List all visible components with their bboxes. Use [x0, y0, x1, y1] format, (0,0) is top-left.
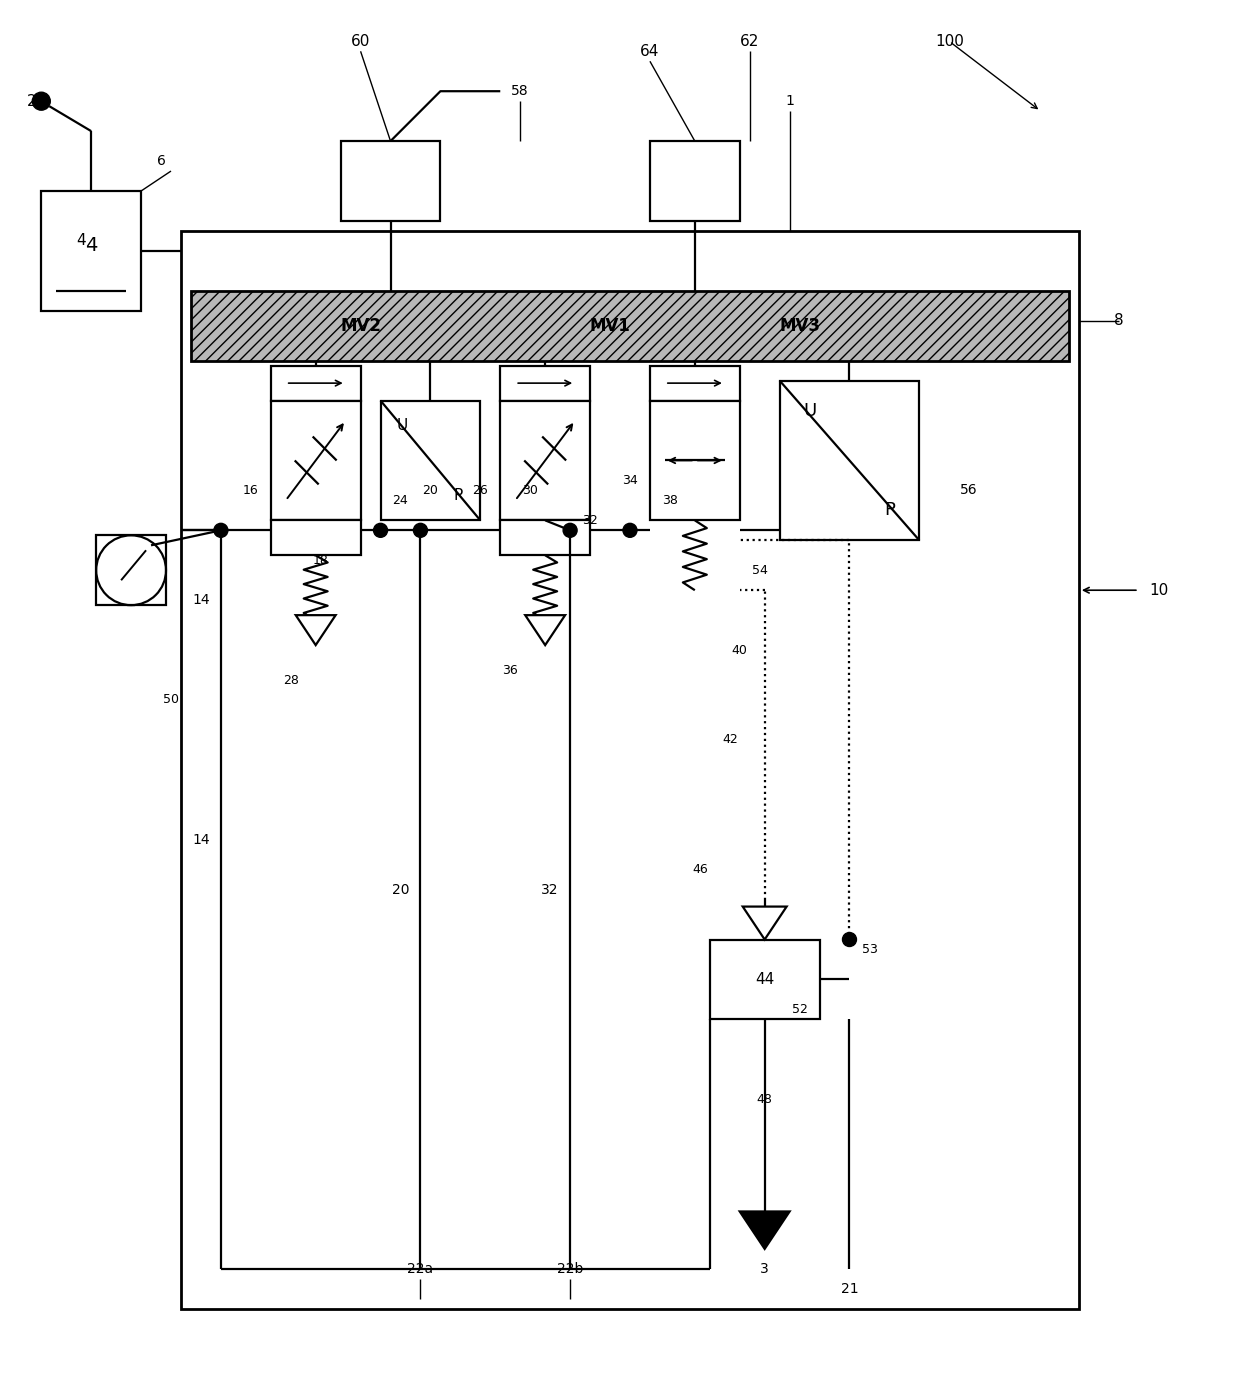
- Text: 54: 54: [751, 564, 768, 577]
- Text: 53: 53: [862, 942, 878, 956]
- Circle shape: [373, 524, 388, 538]
- Circle shape: [563, 524, 577, 538]
- Bar: [341, 142, 440, 221]
- Text: 6: 6: [156, 154, 165, 168]
- Polygon shape: [740, 1212, 790, 1248]
- Bar: [270, 400, 361, 520]
- Text: U: U: [397, 418, 408, 434]
- Text: 10: 10: [1149, 582, 1168, 598]
- Text: 3: 3: [760, 1262, 769, 1276]
- Text: 26: 26: [472, 484, 489, 496]
- Text: 52: 52: [791, 1002, 807, 1016]
- Text: 32: 32: [542, 883, 559, 897]
- Text: 44: 44: [755, 972, 774, 987]
- Polygon shape: [743, 906, 786, 940]
- Bar: [650, 366, 740, 400]
- Text: 4: 4: [77, 234, 86, 249]
- Circle shape: [842, 933, 857, 947]
- Text: 60: 60: [351, 33, 371, 49]
- Text: 14: 14: [192, 833, 210, 847]
- Bar: [500, 400, 590, 520]
- Text: 20: 20: [392, 883, 409, 897]
- Text: 4: 4: [86, 236, 98, 256]
- Text: 21: 21: [841, 1282, 858, 1295]
- Text: 38: 38: [662, 493, 678, 507]
- Bar: [709, 940, 820, 1019]
- Text: 64: 64: [640, 44, 660, 58]
- Text: 36: 36: [502, 663, 518, 677]
- Text: 40: 40: [732, 644, 748, 656]
- Circle shape: [413, 524, 428, 538]
- Text: 32: 32: [583, 514, 598, 527]
- Text: 30: 30: [522, 484, 538, 496]
- Bar: [650, 400, 740, 520]
- Text: 14: 14: [192, 594, 210, 607]
- Polygon shape: [295, 616, 336, 645]
- Text: 50: 50: [162, 694, 179, 706]
- Text: 28: 28: [283, 674, 299, 687]
- Text: 8: 8: [1114, 313, 1123, 328]
- Text: 22a: 22a: [408, 1262, 434, 1276]
- Bar: [41, 190, 141, 311]
- Text: 18: 18: [312, 553, 329, 567]
- Text: MV3: MV3: [779, 317, 820, 335]
- Circle shape: [215, 524, 228, 538]
- Text: 34: 34: [622, 474, 637, 486]
- Circle shape: [622, 524, 637, 538]
- Bar: [650, 142, 740, 221]
- Text: 16: 16: [243, 484, 259, 496]
- Text: MV1: MV1: [589, 317, 630, 335]
- Text: 56: 56: [961, 484, 978, 498]
- Text: MV2: MV2: [340, 317, 381, 335]
- Text: 20: 20: [423, 484, 439, 496]
- Polygon shape: [526, 616, 565, 645]
- Bar: [500, 520, 590, 555]
- Text: 24: 24: [393, 493, 408, 507]
- Text: 42: 42: [722, 734, 738, 746]
- Text: 1: 1: [785, 95, 794, 108]
- Text: 46: 46: [692, 863, 708, 876]
- Text: 62: 62: [740, 33, 759, 49]
- Bar: [381, 400, 480, 520]
- Bar: [270, 520, 361, 555]
- Bar: [191, 291, 1069, 360]
- Text: U: U: [804, 402, 816, 420]
- Text: P: P: [454, 488, 463, 503]
- Bar: [500, 366, 590, 400]
- Text: 100: 100: [935, 33, 963, 49]
- Text: 22b: 22b: [557, 1262, 583, 1276]
- Text: P: P: [884, 502, 895, 520]
- Bar: [181, 231, 1079, 1309]
- Bar: [780, 381, 919, 541]
- Bar: [97, 535, 166, 605]
- Circle shape: [32, 92, 51, 110]
- Bar: [270, 366, 361, 400]
- Text: 58: 58: [511, 85, 529, 99]
- Text: 48: 48: [756, 1093, 773, 1105]
- Text: 2: 2: [26, 93, 36, 108]
